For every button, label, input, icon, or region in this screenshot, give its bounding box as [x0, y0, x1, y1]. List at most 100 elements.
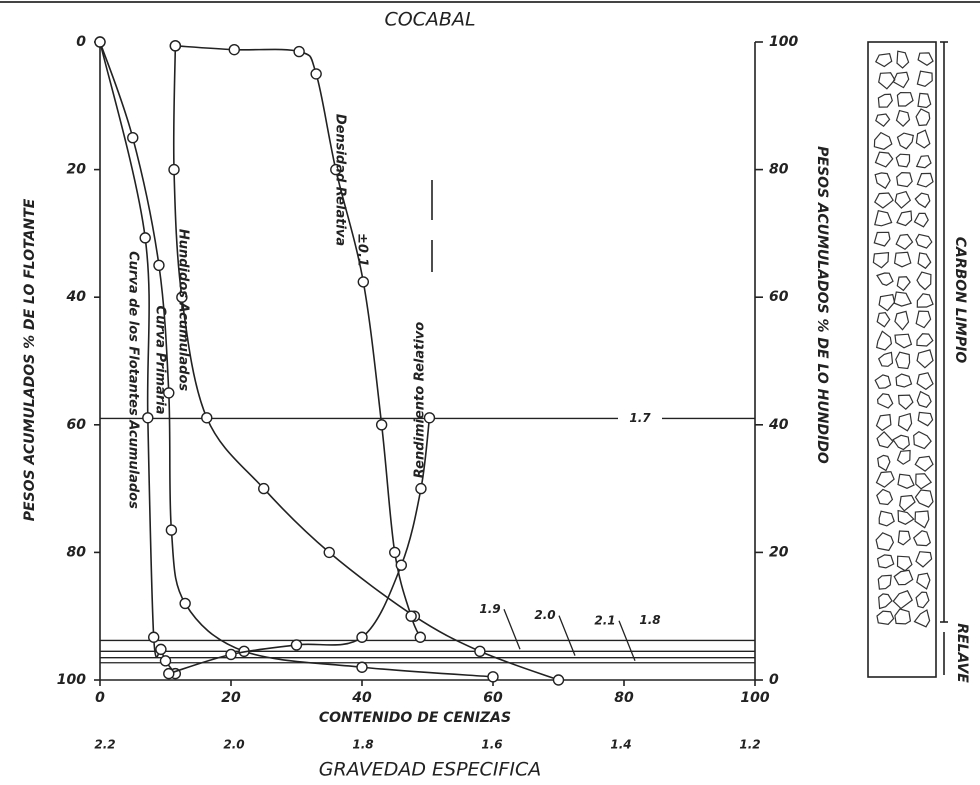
rock: [878, 593, 893, 610]
rock: [878, 293, 896, 312]
rock: [896, 210, 913, 227]
x-tick-label: 0: [95, 690, 105, 706]
rock: [875, 532, 895, 552]
x-axis-label: CONTENIDO DE CENIZAS: [319, 710, 511, 726]
y2-tick-label: 80: [769, 162, 789, 178]
point: [94, 36, 106, 48]
rock: [915, 129, 931, 149]
coal-column: CARBON LIMPIO RELAVE: [867, 41, 970, 683]
x-tick-label: 40: [351, 690, 372, 706]
rock: [915, 551, 933, 568]
rock: [913, 212, 929, 228]
rock: [915, 155, 932, 169]
rock: [896, 132, 914, 150]
x-tick-label: 60: [483, 690, 503, 706]
point: [323, 546, 335, 559]
rock: [916, 271, 932, 291]
leader: [503, 609, 521, 650]
point: [487, 671, 499, 683]
rock: [916, 349, 934, 369]
point: [225, 648, 237, 661]
rock: [897, 412, 913, 432]
rock: [896, 171, 913, 188]
y-tick-label: 100: [57, 672, 86, 688]
x2-axis-label: GRAVEDAD ESPECIFICA: [319, 759, 541, 781]
curve: [175, 45, 422, 638]
chart-title: COCABAL: [384, 9, 475, 31]
point: [148, 631, 160, 643]
rock: [897, 509, 915, 525]
x-tick-label: 20: [221, 690, 241, 706]
rock: [894, 310, 910, 331]
rock: [893, 251, 912, 268]
curve-label: Hundidos Acumulados: [176, 229, 191, 392]
point: [142, 412, 154, 424]
rock: [875, 471, 895, 488]
cut-label: 2.0: [534, 608, 555, 622]
y2-tick-label: 100: [769, 34, 798, 50]
rock: [917, 52, 934, 67]
point: [330, 163, 342, 176]
rock: [894, 333, 913, 349]
y-tick-label: 20: [67, 162, 87, 178]
point: [356, 661, 368, 673]
point: [290, 639, 303, 651]
rock: [895, 233, 914, 251]
curve: [172, 45, 559, 681]
rock: [876, 554, 895, 569]
rock: [877, 351, 894, 367]
point: [179, 597, 191, 610]
rock: [873, 131, 893, 150]
y-axis-label: PESOS ACUMULADOS % DE LO FLOTANTE: [22, 198, 38, 521]
rock: [912, 530, 932, 547]
point: [258, 482, 270, 495]
rock: [895, 109, 911, 128]
point: [405, 610, 417, 622]
point: [155, 643, 167, 656]
rock: [874, 209, 893, 227]
rock: [893, 291, 912, 307]
rock: [892, 590, 913, 610]
point: [168, 163, 180, 176]
rock: [877, 574, 892, 590]
y2-axis-label: PESOS ACUMULADOS % DE LO HUNDIDO: [814, 146, 830, 464]
rock: [895, 373, 913, 388]
rock: [897, 530, 911, 546]
rock: [916, 293, 934, 308]
point: [423, 412, 436, 424]
y-tick-label: 40: [66, 289, 87, 305]
rock: [914, 489, 934, 508]
column-label: RELAVE: [954, 623, 970, 683]
y2-tick-label: 40: [768, 417, 789, 433]
rock: [916, 390, 932, 408]
rock: [877, 93, 893, 108]
rock: [915, 310, 932, 329]
rock: [916, 372, 934, 391]
point: [552, 674, 565, 686]
rock: [877, 454, 891, 472]
rock: [874, 172, 891, 190]
rock: [875, 413, 892, 432]
rock: [892, 71, 910, 89]
y-tick-label: 80: [67, 544, 87, 560]
rock: [917, 411, 934, 427]
rock: [875, 53, 893, 68]
point: [356, 631, 368, 643]
cut-label: 1.7: [629, 411, 651, 425]
leader: [558, 615, 576, 656]
rock: [896, 276, 911, 292]
rock: [873, 231, 891, 247]
point: [228, 43, 240, 56]
rock: [916, 172, 934, 188]
rock: [876, 330, 893, 351]
rock: [874, 374, 892, 389]
rock: [897, 394, 914, 411]
rock: [876, 312, 891, 328]
cut-label: 1.9: [479, 602, 500, 616]
cut-label: 1.8: [639, 613, 660, 627]
rock: [916, 572, 931, 590]
rock: [874, 151, 894, 168]
point: [163, 387, 175, 399]
rock: [915, 591, 930, 609]
